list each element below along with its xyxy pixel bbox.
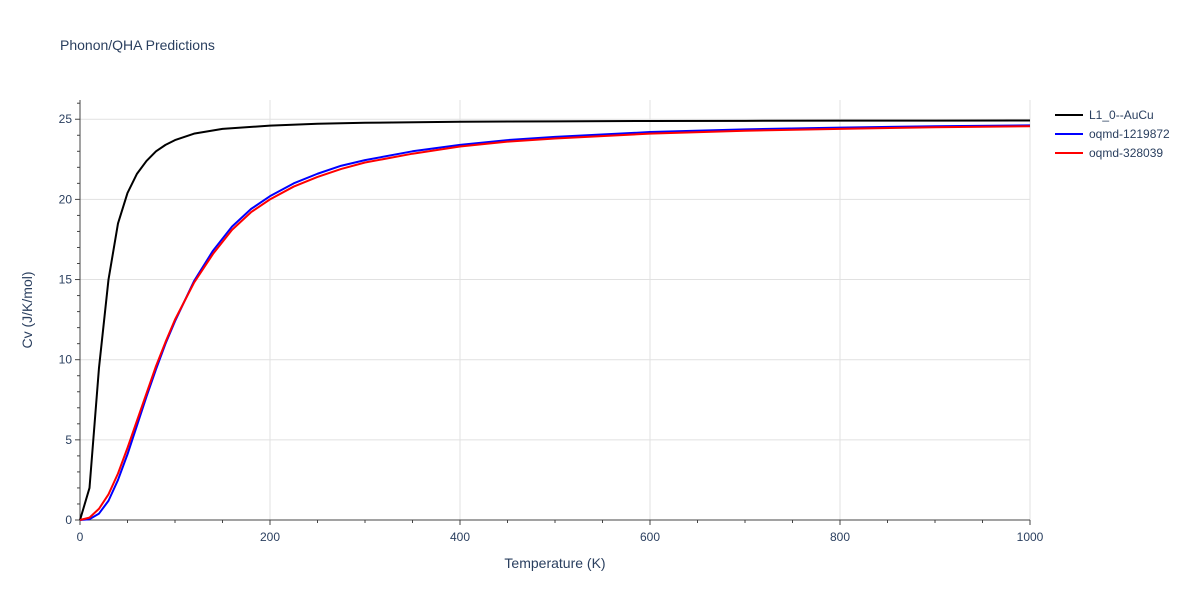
y-tick-label: 5 [65,433,72,447]
y-tick-label: 10 [59,353,73,367]
series-lines [79,119,1031,521]
y-tick-label: 15 [59,273,73,287]
legend-label: L1_0--AuCu [1089,108,1154,122]
x-tick-label: 0 [77,530,84,544]
y-tick-label: 25 [59,112,73,126]
series-line-1 [79,119,1031,521]
y-tick-label: 0 [65,513,72,527]
axes: 0 200 400 600 800 1000 0 5 10 15 20 25 [59,100,1044,544]
chart-title: Phonon/QHA Predictions [60,37,215,53]
series-line-3 [79,125,1031,521]
series-line-2 [79,124,1031,521]
x-tick-label: 800 [830,530,850,544]
legend-label: oqmd-328039 [1089,146,1163,160]
x-tick-label: 600 [640,530,660,544]
x-tick-label: 1000 [1017,530,1044,544]
legend: L1_0--AuCu oqmd-1219872 oqmd-328039 [1055,108,1170,160]
grid [80,100,1031,520]
x-axis-title: Temperature (K) [504,555,605,571]
y-tick-label: 20 [59,192,73,206]
x-tick-label: 400 [450,530,470,544]
y-axis-title: Cv (J/K/mol) [19,272,35,349]
x-tick-label: 200 [260,530,280,544]
legend-label: oqmd-1219872 [1089,127,1170,141]
